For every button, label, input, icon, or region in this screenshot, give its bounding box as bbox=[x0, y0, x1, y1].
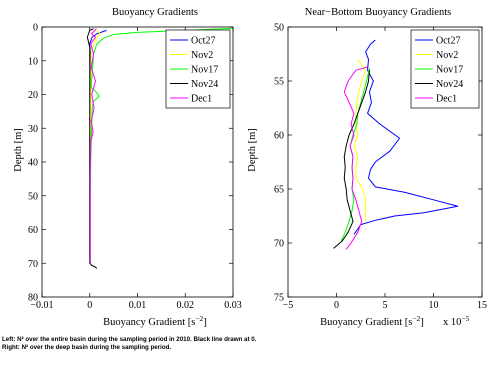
left-plot-frame bbox=[41, 26, 234, 298]
right-y-tick-label: 65 bbox=[274, 185, 284, 196]
left-legend-label-nov24: Nov24 bbox=[191, 79, 218, 90]
left-y-tick-label: 40 bbox=[28, 158, 38, 169]
left-y-tick-label: 50 bbox=[28, 191, 38, 202]
left-x-tick-label: 0.02 bbox=[177, 300, 195, 311]
right-plot-frame bbox=[287, 26, 483, 298]
left-legend: Oct27 Nov2 Nov17 Nov24 Dec1 bbox=[165, 29, 231, 109]
figure: Buoyancy Gradients Depth [m] Buoyancy Gr… bbox=[13, 7, 487, 328]
right-x-tick-label: 5 bbox=[383, 300, 388, 311]
left-series-dec1 bbox=[89, 28, 97, 264]
left-y-axis-label: Depth [m] bbox=[13, 128, 24, 171]
right-legend-label-oct27: Oct27 bbox=[436, 36, 460, 47]
caption-line-1: Left: N² over the entire basin during th… bbox=[2, 336, 257, 343]
right-x-tick-label: 0 bbox=[334, 300, 339, 311]
left-legend-label-dec1: Dec1 bbox=[191, 94, 212, 105]
right-x-multiplier: x 10−5 bbox=[443, 314, 470, 328]
right-x-axis-label-main: Buoyancy Gradient [s bbox=[320, 317, 412, 328]
right-x-tick-label: 15 bbox=[477, 300, 487, 311]
left-x-tick-label: −0.01 bbox=[30, 300, 53, 311]
right-x-axis-label-end: ] bbox=[420, 317, 424, 328]
right-legend-label-nov17: Nov17 bbox=[436, 65, 463, 76]
left-x-axis-label-exp: −2 bbox=[195, 314, 203, 323]
left-chart: Buoyancy Gradients Depth [m] Buoyancy Gr… bbox=[13, 7, 242, 328]
left-x-axis-label: Buoyancy Gradient [s−2] bbox=[103, 314, 207, 328]
right-x-axis-label-exp: −2 bbox=[412, 314, 420, 323]
right-x-multiplier-exp: −5 bbox=[461, 314, 469, 323]
right-x-tick-label: 10 bbox=[429, 300, 439, 311]
caption-line-2: Right: N² over the deep basin during the… bbox=[2, 343, 172, 351]
right-y-tick-label: 75 bbox=[274, 293, 284, 304]
right-x-tick-label: −5 bbox=[283, 300, 294, 311]
left-x-axis-label-end: ] bbox=[203, 317, 207, 328]
left-y-tick-label: 10 bbox=[28, 56, 38, 67]
right-y-tick-label: 70 bbox=[274, 239, 284, 250]
right-legend-label-nov24: Nov24 bbox=[436, 79, 463, 90]
right-y-tick-label: 55 bbox=[274, 77, 284, 88]
left-legend-label-nov17: Nov17 bbox=[191, 65, 218, 76]
right-chart: Near−Bottom Buoyancy Gradients Depth [m]… bbox=[247, 7, 487, 328]
left-legend-label-nov2: Nov2 bbox=[191, 50, 213, 61]
right-y-tick-label: 50 bbox=[274, 23, 284, 34]
left-y-tick-label: 0 bbox=[33, 23, 38, 34]
right-chart-title: Near−Bottom Buoyancy Gradients bbox=[305, 7, 451, 18]
left-x-tick-label: 0 bbox=[87, 300, 92, 311]
left-legend-label-oct27: Oct27 bbox=[191, 36, 215, 47]
right-x-multiplier-base: x 10 bbox=[443, 317, 461, 328]
left-chart-title: Buoyancy Gradients bbox=[112, 7, 198, 18]
left-y-tick-label: 20 bbox=[28, 90, 38, 101]
right-y-axis-label: Depth [m] bbox=[247, 128, 258, 171]
left-series-nov24 bbox=[86, 28, 98, 269]
left-y-tick-label: 80 bbox=[28, 293, 38, 304]
figure-caption: Left: N² over the entire basin during th… bbox=[2, 336, 486, 352]
right-series-dec1 bbox=[343, 66, 368, 250]
right-legend-label-nov2: Nov2 bbox=[436, 50, 458, 61]
right-legend-label-dec1: Dec1 bbox=[436, 94, 457, 105]
right-y-tick-label: 60 bbox=[274, 131, 284, 142]
left-y-tick-label: 30 bbox=[28, 124, 38, 135]
left-x-tick-label: 0.01 bbox=[129, 300, 147, 311]
left-y-tick-label: 70 bbox=[28, 259, 38, 270]
right-series-layer bbox=[333, 39, 459, 250]
left-y-tick-label: 60 bbox=[28, 225, 38, 236]
right-series-oct27 bbox=[353, 39, 459, 235]
left-x-tick-label: 0.03 bbox=[224, 300, 242, 311]
right-x-axis-label: Buoyancy Gradient [s−2] bbox=[320, 314, 424, 328]
left-x-axis-label-main: Buoyancy Gradient [s bbox=[103, 317, 195, 328]
right-legend: Oct27 Nov2 Nov17 Nov24 Dec1 bbox=[410, 29, 480, 109]
left-series-layer bbox=[86, 27, 234, 269]
right-series-nov24 bbox=[333, 70, 370, 249]
left-legend-box bbox=[165, 29, 231, 109]
right-series-nov2 bbox=[353, 59, 367, 222]
